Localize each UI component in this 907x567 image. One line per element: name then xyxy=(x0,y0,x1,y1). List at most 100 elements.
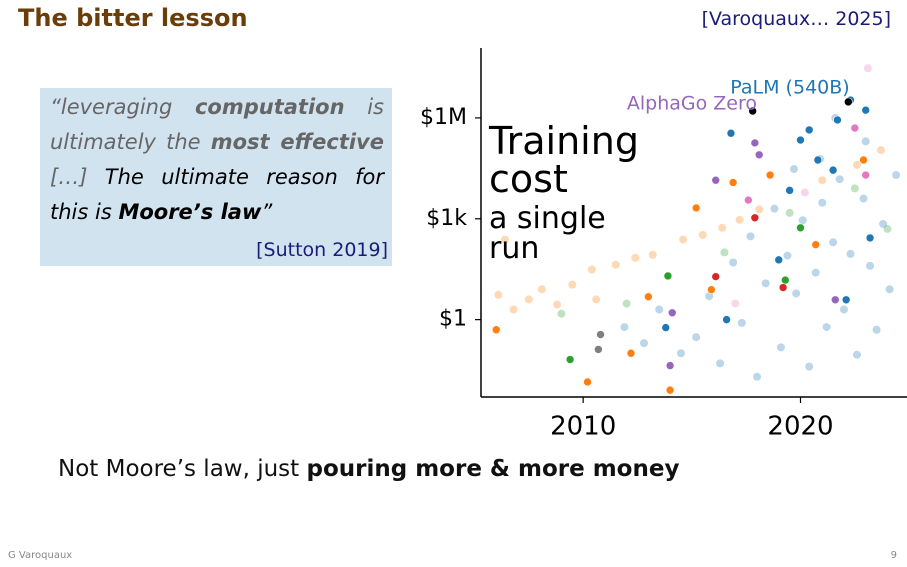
point xyxy=(789,165,798,174)
point xyxy=(726,128,736,138)
point xyxy=(711,175,721,185)
point xyxy=(596,330,605,339)
point xyxy=(828,165,838,175)
point xyxy=(611,260,620,269)
point xyxy=(698,230,707,239)
text-segment: is ultimately the xyxy=(50,95,384,154)
point xyxy=(859,194,868,203)
point xyxy=(892,171,901,180)
point xyxy=(707,285,716,294)
point xyxy=(850,184,859,193)
point xyxy=(491,325,501,335)
point xyxy=(755,205,764,214)
text-segment: Not Moore’s law, just xyxy=(58,456,307,482)
point xyxy=(587,265,596,274)
point xyxy=(811,268,820,277)
point xyxy=(494,290,503,299)
point xyxy=(876,146,885,155)
text-segment: Moore’s law xyxy=(118,200,262,224)
point xyxy=(866,261,875,270)
point xyxy=(748,106,757,116)
point xyxy=(859,155,868,165)
point xyxy=(818,198,827,207)
point xyxy=(665,385,675,395)
point xyxy=(753,372,762,381)
point xyxy=(729,258,738,267)
point xyxy=(692,333,701,342)
text-segment: pouring more & more money xyxy=(306,456,680,482)
point xyxy=(796,135,805,145)
annotation: PaLM (540B) xyxy=(730,77,849,99)
point xyxy=(500,235,509,244)
point xyxy=(830,295,840,305)
point xyxy=(883,224,892,233)
point xyxy=(524,295,533,304)
quote-text: “leveraging computation is ultimately th… xyxy=(50,95,384,224)
point xyxy=(568,280,577,289)
point xyxy=(737,318,746,327)
point xyxy=(565,355,575,364)
point xyxy=(818,176,827,185)
y-tick-label: $1M xyxy=(420,105,467,130)
point xyxy=(800,188,809,197)
point xyxy=(861,170,871,180)
point xyxy=(679,235,688,244)
text-segment: computation xyxy=(194,95,345,119)
point xyxy=(844,97,853,107)
point xyxy=(557,309,566,318)
point xyxy=(835,175,844,184)
point xyxy=(853,160,862,169)
x-tick-label: 2020 xyxy=(767,412,833,442)
point xyxy=(583,377,592,387)
point xyxy=(676,349,685,358)
point xyxy=(872,325,881,334)
point xyxy=(776,343,785,352)
y-tick-label: $1 xyxy=(439,307,467,332)
point xyxy=(863,64,872,73)
point xyxy=(718,223,727,232)
point xyxy=(841,295,851,305)
point xyxy=(861,105,871,115)
point xyxy=(661,323,671,332)
point xyxy=(720,248,729,257)
point xyxy=(644,292,653,302)
annotation: AlphaGo Zero xyxy=(627,93,757,115)
text-segment: “leveraging xyxy=(50,95,195,119)
point xyxy=(839,305,848,314)
text-segment: most effective xyxy=(210,130,384,154)
point xyxy=(746,232,755,241)
point xyxy=(728,178,738,187)
point xyxy=(722,315,731,324)
point xyxy=(804,125,814,135)
point xyxy=(648,250,657,259)
point xyxy=(798,216,807,225)
point xyxy=(691,203,701,213)
point xyxy=(785,186,794,195)
point xyxy=(750,213,760,223)
point xyxy=(705,292,714,301)
point xyxy=(853,350,862,359)
point xyxy=(796,223,805,233)
y-tick-label: $1k xyxy=(426,206,467,231)
point xyxy=(553,300,562,309)
takeaway: Not Moore’s law, just pouring more & mor… xyxy=(58,456,679,482)
point xyxy=(716,359,725,368)
point xyxy=(792,289,801,298)
text-segment: […] xyxy=(50,165,105,189)
chart-title: Training cost xyxy=(489,119,639,201)
point xyxy=(822,323,831,332)
point xyxy=(813,155,823,165)
point xyxy=(861,137,870,146)
point xyxy=(626,348,636,358)
point xyxy=(640,339,649,348)
point xyxy=(665,361,675,370)
point xyxy=(750,138,760,148)
point xyxy=(655,305,664,314)
point xyxy=(620,323,629,332)
point xyxy=(754,150,764,160)
point xyxy=(805,362,814,371)
slide-title: The bitter lesson xyxy=(18,4,248,32)
point xyxy=(592,295,601,304)
